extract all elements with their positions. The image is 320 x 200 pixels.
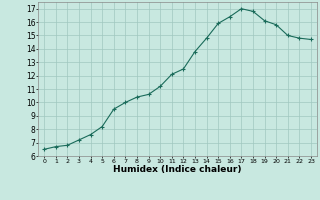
X-axis label: Humidex (Indice chaleur): Humidex (Indice chaleur) xyxy=(113,165,242,174)
